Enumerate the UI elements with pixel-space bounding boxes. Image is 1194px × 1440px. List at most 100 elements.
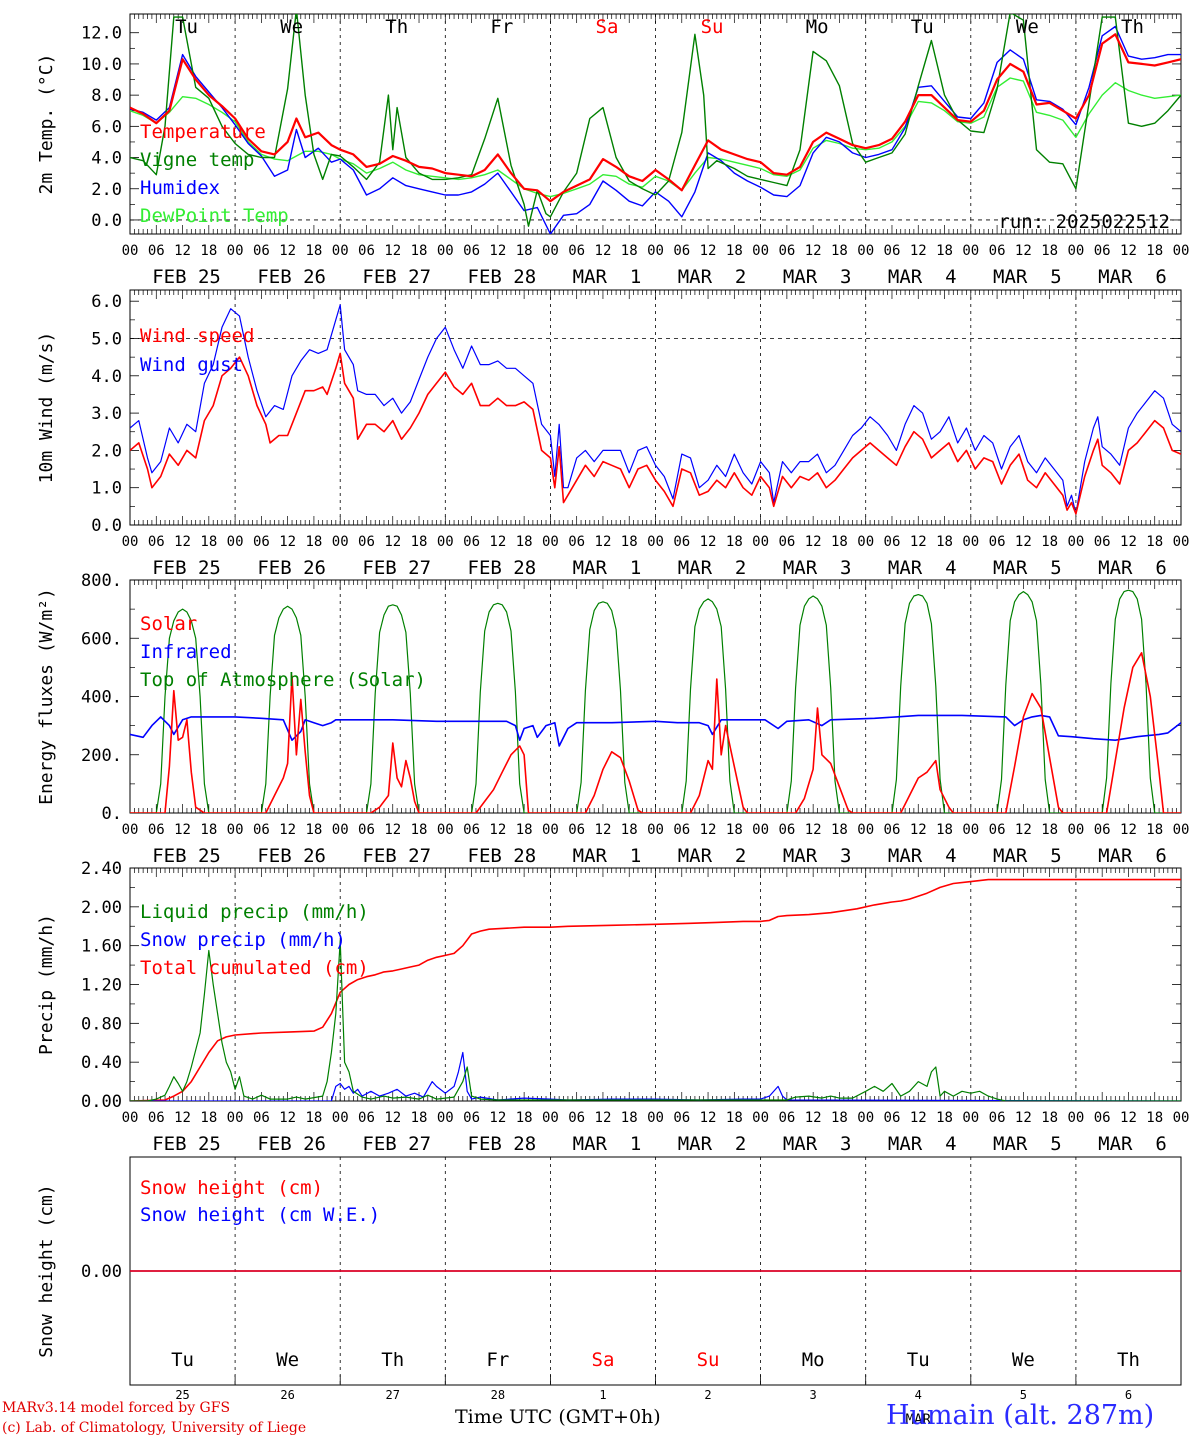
hour-tick-label: 12 [805, 534, 822, 550]
hour-tick-label: 06 [568, 1110, 585, 1126]
hour-tick-label: 12 [910, 534, 927, 550]
hour-tick-label: 18 [831, 534, 848, 550]
day-number-label: 4 [915, 1388, 922, 1402]
month-label: MAR [906, 1412, 932, 1428]
legend-entry: Snow height (cm) [140, 1177, 323, 1199]
day-number-label: 2 [704, 1388, 711, 1402]
weekday-label: Fr [490, 16, 513, 38]
legend-entry: Liquid precip (mm/h) [140, 901, 369, 923]
hour-tick-label: 12 [174, 1110, 191, 1126]
hour-tick-label: 00 [542, 1110, 559, 1126]
hour-tick-label: 12 [489, 822, 506, 838]
legend-entry: Wind speed [140, 325, 254, 347]
y-tick-label: 2.00 [81, 898, 122, 918]
hour-tick-label: 06 [148, 534, 165, 550]
day-number-label: 5 [1020, 1388, 1027, 1402]
date-label: MAR 3 [783, 266, 852, 288]
hour-tick-label: 00 [122, 822, 139, 838]
weekday-label: Su [701, 16, 724, 38]
hour-tick-label: 12 [1015, 243, 1032, 259]
hour-tick-label: 00 [437, 534, 454, 550]
y-tick-label: 0.40 [81, 1053, 122, 1073]
date-label: FEB 27 [362, 557, 431, 579]
hour-tick-label: 12 [595, 1110, 612, 1126]
hour-tick-label: 18 [305, 243, 322, 259]
hour-tick-label: 12 [384, 1110, 401, 1126]
y-tick-label: 400. [81, 688, 122, 708]
hour-tick-label: 18 [1146, 1110, 1163, 1126]
y-tick-label: 1.0 [91, 479, 122, 499]
weekday-label: We [280, 16, 303, 38]
y-tick-label: 0.0 [91, 211, 122, 231]
y-axis-label: 10m Wind (m/s) [36, 332, 57, 484]
hour-tick-label: 00 [122, 243, 139, 259]
series-total-cumulated-cm [130, 878, 1181, 1101]
hour-tick-label: 06 [989, 1110, 1006, 1126]
legend-entry: Infrared [140, 641, 232, 663]
hour-tick-label: 00 [647, 822, 664, 838]
hour-tick-label: 06 [568, 534, 585, 550]
date-label: MAR 1 [573, 1133, 642, 1155]
hour-tick-label: 12 [489, 534, 506, 550]
hour-tick-label: 18 [831, 243, 848, 259]
panel-wind: 0.0 1.0 2.0 3.0 4.0 5.0 6.0 10m Wind (m/s) Wind … [36, 289, 1190, 579]
hour-tick-label: 06 [463, 534, 480, 550]
hour-tick-label: 18 [411, 1110, 428, 1126]
weekday-label: Su [697, 1349, 720, 1371]
date-label: MAR 2 [678, 266, 747, 288]
hour-tick-label: 06 [253, 822, 270, 838]
model-credit: MARv3.14 model forced by GFS [2, 1400, 231, 1416]
date-label: FEB 27 [362, 266, 431, 288]
legend-entry: Humidex [140, 177, 220, 199]
hour-tick-label: 00 [542, 534, 559, 550]
legend-entry: Solar [140, 613, 197, 635]
hour-tick-label: 18 [516, 822, 533, 838]
hour-tick-label: 12 [174, 243, 191, 259]
hour-tick-label: 00 [1067, 534, 1084, 550]
y-tick-label: 5.0 [91, 329, 122, 349]
hour-tick-label: 18 [305, 822, 322, 838]
y-tick-label: 0.00 [81, 1262, 122, 1282]
hour-tick-label: 12 [489, 1110, 506, 1126]
lab-credit: (c) Lab. of Climatology, University of L… [2, 1420, 307, 1436]
date-label: MAR 1 [573, 845, 642, 867]
hour-tick-label: 06 [778, 1110, 795, 1126]
hour-tick-label: 12 [174, 534, 191, 550]
date-label: MAR 4 [888, 1133, 957, 1155]
weekday-label: Sa [592, 1349, 615, 1371]
hour-tick-label: 12 [805, 1110, 822, 1126]
y-tick-label: 0.80 [81, 1014, 122, 1034]
day-number-label: 25 [175, 1388, 189, 1402]
hour-tick-label: 00 [227, 243, 244, 259]
hour-tick-label: 12 [279, 1110, 296, 1126]
date-label: FEB 26 [257, 266, 326, 288]
legend-entry: Snow precip (mm/h) [140, 929, 346, 951]
day-number-label: 3 [810, 1388, 817, 1402]
series-dewpoint-temp [130, 77, 1181, 198]
station-label: Humain (alt. 287m) [886, 1400, 1155, 1431]
hour-tick-label: 00 [122, 1110, 139, 1126]
hour-tick-label: 18 [726, 822, 743, 838]
hour-tick-label: 12 [700, 243, 717, 259]
hour-tick-label: 12 [1120, 534, 1137, 550]
hour-tick-label: 12 [1015, 534, 1032, 550]
hour-tick-label: 12 [279, 822, 296, 838]
weekday-label: Tu [171, 1349, 194, 1371]
hour-tick-label: 06 [673, 822, 690, 838]
hour-tick-label: 18 [200, 1110, 217, 1126]
y-axis-label: 2m Temp. (°C) [36, 54, 57, 195]
y-tick-label: 12.0 [81, 24, 122, 44]
hour-tick-label: 12 [384, 822, 401, 838]
panel-temp: 0.0 2.0 4.0 6.0 8.0 10.0 12.0 2m Temp. (°C) Temp… [36, 13, 1189, 288]
hour-tick-label: 06 [778, 243, 795, 259]
hour-tick-label: 00 [1067, 822, 1084, 838]
hour-tick-label: 12 [1120, 1110, 1137, 1126]
day-number-label: 26 [280, 1388, 294, 1402]
hour-tick-label: 18 [726, 1110, 743, 1126]
weekday-label: Tu [175, 16, 198, 38]
hour-tick-label: 00 [1173, 534, 1190, 550]
y-tick-label: 8.0 [91, 86, 122, 106]
hour-tick-label: 00 [647, 1110, 664, 1126]
hour-tick-label: 12 [279, 243, 296, 259]
hour-tick-label: 06 [989, 822, 1006, 838]
